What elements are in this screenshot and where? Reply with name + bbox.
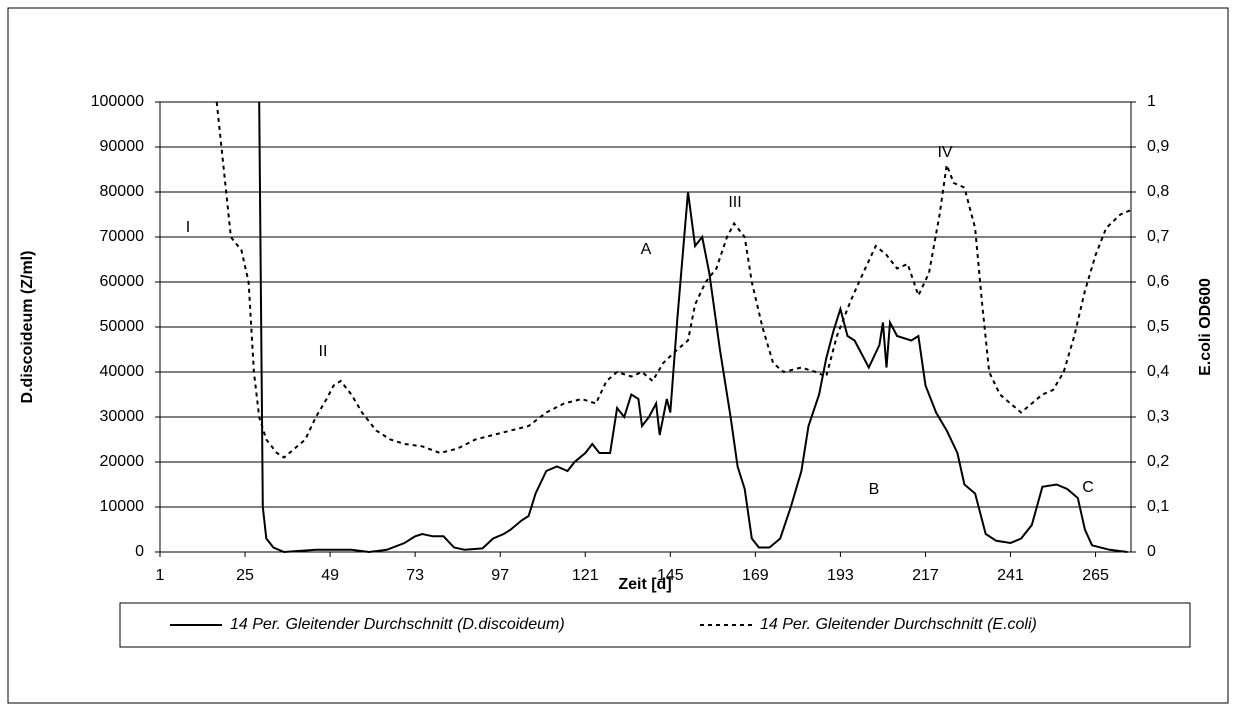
y-tick-label: 20000 xyxy=(100,453,145,470)
y2-tick-label: 0,7 xyxy=(1147,228,1169,245)
annotation: I xyxy=(186,219,190,236)
y2-axis-title: E.coli OD600 xyxy=(1197,278,1214,376)
y2-tick-label: 0,8 xyxy=(1147,183,1169,200)
y-axis-title: D.discoideum (Z/ml) xyxy=(19,251,36,404)
y2-tick-label: 0,9 xyxy=(1147,138,1169,155)
y2-tick-label: 0,1 xyxy=(1147,498,1169,515)
y2-tick-label: 0,3 xyxy=(1147,408,1169,425)
y2-tick-label: 0,6 xyxy=(1147,273,1169,290)
y-tick-label: 80000 xyxy=(100,183,145,200)
annotation: IV xyxy=(937,144,952,161)
y-tick-label: 90000 xyxy=(100,138,145,155)
chart-frame xyxy=(7,7,1229,704)
x-axis-title: Zeit [d] xyxy=(618,576,671,593)
x-tick-label: 217 xyxy=(912,567,939,584)
annotation: A xyxy=(641,241,652,258)
y2-tick-label: 0,4 xyxy=(1147,363,1169,380)
x-tick-label: 265 xyxy=(1082,567,1109,584)
y-tick-label: 0 xyxy=(135,543,144,560)
x-tick-label: 49 xyxy=(321,567,339,584)
legend-label: 14 Per. Gleitender Durchschnitt (D.disco… xyxy=(230,616,565,633)
x-tick-label: 1 xyxy=(156,567,165,584)
data-line xyxy=(215,101,1131,459)
y-tick-label: 40000 xyxy=(100,363,145,380)
legend-box xyxy=(119,602,1191,648)
annotation: III xyxy=(728,194,741,211)
annotation: II xyxy=(319,343,328,360)
legend-label: 14 Per. Gleitender Durchschnitt (E.coli) xyxy=(760,616,1037,633)
x-tick-label: 121 xyxy=(572,567,599,584)
y2-tick-label: 0,2 xyxy=(1147,453,1169,470)
y-tick-label: 50000 xyxy=(100,318,145,335)
y-tick-label: 70000 xyxy=(100,228,145,245)
y-tick-label: 60000 xyxy=(100,273,145,290)
x-tick-label: 193 xyxy=(827,567,854,584)
y2-tick-label: 1 xyxy=(1147,93,1156,110)
annotation: B xyxy=(869,481,880,498)
x-tick-label: 25 xyxy=(236,567,254,584)
x-tick-label: 169 xyxy=(742,567,769,584)
y2-tick-label: 0,5 xyxy=(1147,318,1169,335)
y2-tick-label: 0 xyxy=(1147,543,1156,560)
y-tick-label: 10000 xyxy=(100,498,145,515)
x-tick-label: 97 xyxy=(491,567,509,584)
data-line xyxy=(258,101,1128,553)
x-tick-label: 241 xyxy=(997,567,1024,584)
y-tick-label: 30000 xyxy=(100,408,145,425)
annotation: C xyxy=(1082,479,1094,496)
x-tick-label: 145 xyxy=(657,567,684,584)
x-tick-label: 73 xyxy=(406,567,424,584)
y-tick-label: 100000 xyxy=(91,93,144,110)
